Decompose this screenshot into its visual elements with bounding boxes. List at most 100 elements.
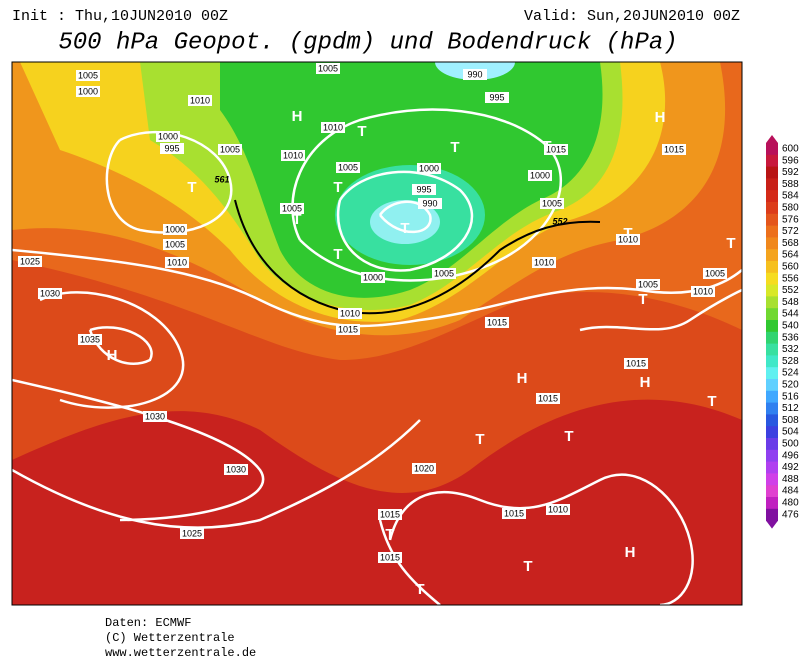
label-box [336, 324, 360, 335]
legend-label: 516 [782, 391, 799, 402]
height-label: 561 [214, 174, 229, 184]
label-box [156, 131, 180, 142]
init-time: Init : Thu,10JUN2010 00Z [12, 8, 228, 25]
legend-label: 512 [782, 403, 799, 414]
isobar-label: 995 [164, 143, 179, 153]
legend-label: 600 [782, 144, 799, 155]
color-swatch [766, 154, 778, 168]
label-box [361, 272, 385, 283]
isobar-label: 990 [467, 69, 482, 79]
pressure-center: T [292, 211, 301, 228]
pressure-center: H [640, 374, 651, 391]
color-swatch [766, 190, 778, 203]
isobar-label: 1005 [318, 63, 338, 73]
label-box [336, 162, 360, 173]
label-box [485, 92, 509, 103]
isobar-label: 1005 [542, 198, 562, 208]
label-box [544, 144, 568, 155]
color-swatch [766, 438, 778, 451]
color-swatch [766, 390, 778, 404]
isobar-label: 1010 [534, 257, 554, 267]
color-swatch [766, 202, 778, 215]
legend-label: 492 [782, 462, 799, 473]
color-swatch [766, 261, 778, 274]
legend-label: 480 [782, 498, 799, 509]
legend-label: 476 [782, 509, 799, 520]
pressure-center: T [638, 291, 647, 308]
label-box [18, 256, 42, 267]
legend-label: 544 [782, 309, 799, 320]
isobar-label: 1010 [693, 286, 713, 296]
legend-label: 520 [782, 380, 799, 391]
label-box [432, 268, 456, 279]
pressure-center: T [357, 123, 366, 140]
legend-label: 572 [782, 226, 799, 237]
contour-552 [234, 199, 601, 315]
pressure-center: T [726, 235, 735, 252]
isobar-label: 1010 [548, 504, 568, 514]
legend-label: 556 [782, 273, 799, 284]
color-swatch [766, 272, 778, 286]
copyright: (C) Wetterzentrale [105, 631, 235, 645]
label-box [163, 239, 187, 250]
data-source: Daten: ECMWF [105, 616, 191, 630]
label-box [616, 234, 640, 245]
isobar-label: 1030 [226, 464, 246, 474]
isobar-label: 1000 [363, 272, 383, 282]
isobar-label: 1000 [78, 86, 98, 96]
isobar-label: 1000 [158, 131, 178, 141]
isobar-label: 1005 [638, 279, 658, 289]
isobar-label: 995 [416, 184, 431, 194]
isobar-label: 1005 [282, 203, 302, 213]
isobar-label: 1035 [80, 334, 100, 344]
isobar-label: 1025 [182, 528, 202, 538]
label-box [180, 528, 204, 539]
region [370, 200, 440, 244]
pressure-center: T [564, 428, 573, 445]
color-swatch [766, 237, 778, 250]
label-box [532, 257, 556, 268]
color-swatch [766, 414, 778, 427]
isobar-label: 1005 [78, 70, 98, 80]
color-swatch [766, 508, 778, 522]
label-box [502, 508, 526, 519]
color-swatch [766, 296, 778, 309]
legend-label: 548 [782, 297, 799, 308]
label-box [417, 163, 441, 174]
color-swatch [766, 355, 778, 368]
legend-label: 500 [782, 439, 799, 450]
pressure-center: T [385, 526, 394, 543]
color-swatch [766, 497, 778, 510]
legend-label: 508 [782, 415, 799, 426]
isobars [12, 108, 742, 605]
isobar-label: 1005 [165, 239, 185, 249]
label-box [691, 286, 715, 297]
pressure-center: H [655, 109, 666, 126]
pressure-center: T [333, 179, 342, 196]
label-box [412, 184, 436, 195]
label-box [280, 203, 304, 214]
color-swatch [766, 449, 778, 463]
isobar-label: 1030 [145, 411, 165, 421]
isobar-label: 1000 [165, 224, 185, 234]
label-box [378, 552, 402, 563]
label-box [536, 393, 560, 404]
pressure-center: T [623, 225, 632, 242]
label-box [624, 358, 648, 369]
website: www.wetterzentrale.de [105, 646, 256, 660]
color-swatch [766, 249, 778, 262]
label-box [703, 268, 727, 279]
pressure-center: T [400, 220, 409, 237]
isobar-label: 1000 [530, 170, 550, 180]
colorbar: 6005965925885845805765725685645605565525… [766, 135, 799, 529]
legend-label: 536 [782, 332, 799, 343]
color-swatch [766, 343, 778, 356]
color-swatch [766, 308, 778, 321]
legend-label: 592 [782, 167, 799, 178]
legend-label: 584 [782, 191, 799, 202]
color-swatch [766, 367, 778, 380]
pressure-center: T [187, 179, 196, 196]
label-box [165, 257, 189, 268]
legend-label: 484 [782, 486, 799, 497]
label-box [163, 224, 187, 235]
